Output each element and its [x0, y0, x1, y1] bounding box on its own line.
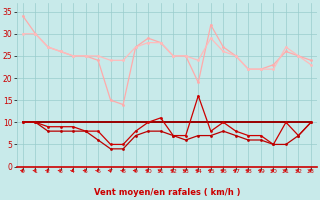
X-axis label: Vent moyen/en rafales ( km/h ): Vent moyen/en rafales ( km/h ) [94, 188, 240, 197]
